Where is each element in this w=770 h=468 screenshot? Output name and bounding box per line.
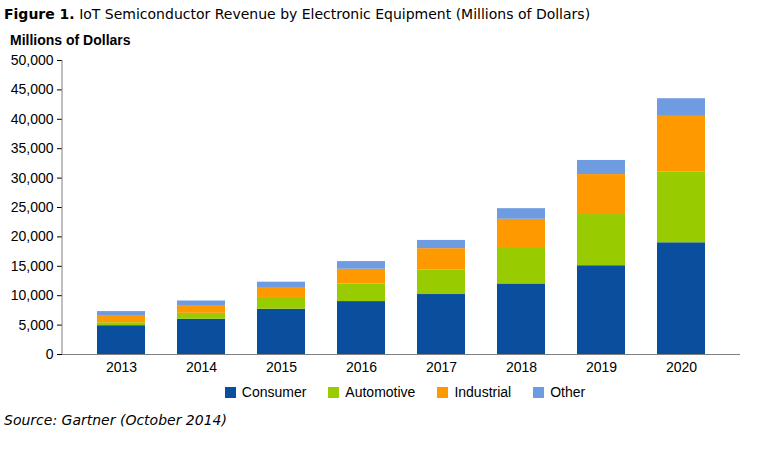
svg-text:15,000: 15,000 xyxy=(11,258,54,274)
html-text:Consumer: Consumer xyxy=(241,384,307,400)
svg-text:50,000: 50,000 xyxy=(11,52,54,68)
svg-text:2017: 2017 xyxy=(426,359,457,375)
svg-text:25,000: 25,000 xyxy=(11,199,54,215)
svg-text:0: 0 xyxy=(46,346,54,362)
html-text:Millions of Dollars: Millions of Dollars xyxy=(10,32,131,48)
svg-text:2019: 2019 xyxy=(586,359,617,375)
html-text:Automotive: Automotive xyxy=(345,384,416,400)
svg-text:2016: 2016 xyxy=(346,359,377,375)
svg-text:5,000: 5,000 xyxy=(18,317,53,333)
html-text:Figure 1. IoT Semiconductor Re: Figure 1. IoT Semiconductor Revenue by E… xyxy=(4,6,591,22)
svg-text:2014: 2014 xyxy=(186,359,217,375)
html-text:Industrial: Industrial xyxy=(454,384,512,400)
svg-text:40,000: 40,000 xyxy=(11,111,54,127)
html-text:Other: Other xyxy=(550,384,586,400)
svg-text:2020: 2020 xyxy=(666,359,697,375)
svg-text:35,000: 35,000 xyxy=(11,140,54,156)
html-text:Source: Gartner (October 2014): Source: Gartner (October 2014) xyxy=(4,412,227,428)
svg-text:45,000: 45,000 xyxy=(11,81,54,97)
svg-text:2018: 2018 xyxy=(506,359,537,375)
svg-text:10,000: 10,000 xyxy=(11,287,54,303)
svg-text:30,000: 30,000 xyxy=(11,170,54,186)
svg-text:2015: 2015 xyxy=(266,359,297,375)
svg-text:20,000: 20,000 xyxy=(11,228,54,244)
svg-text:2013: 2013 xyxy=(106,359,137,375)
